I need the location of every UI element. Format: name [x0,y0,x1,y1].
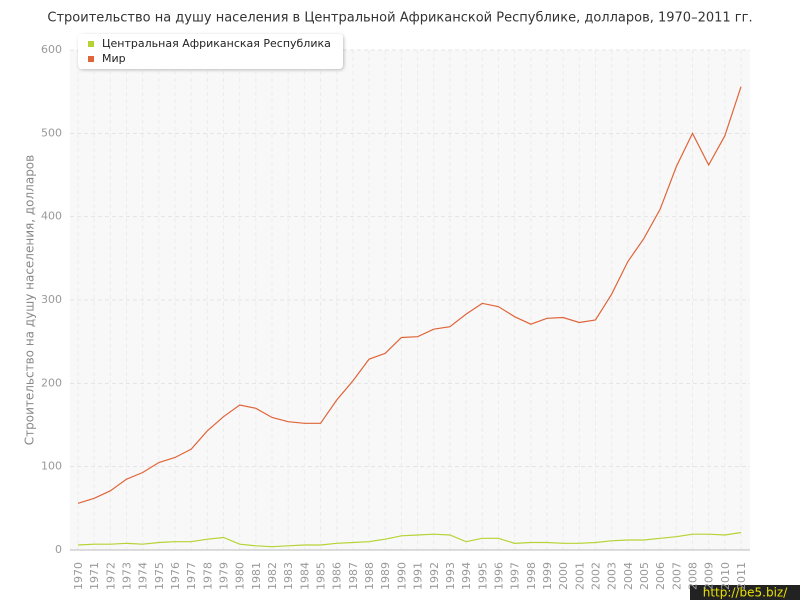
x-tick-label: 1984 [298,562,311,590]
x-tick-label: 2003 [606,562,619,590]
x-tick-label: 2005 [638,562,651,590]
x-tick-label: 2009 [703,562,716,590]
series-line [77,531,742,548]
x-tick-label: 1995 [476,562,489,590]
x-tick-label: 1997 [509,562,522,590]
x-tick-label: 1989 [379,562,392,590]
x-tick-label: 2011 [735,562,748,590]
x-tick-label: 2010 [719,562,732,590]
x-tick-label: 1996 [492,562,505,590]
x-tick-label: 1998 [525,562,538,590]
x-tick-label: 1970 [72,562,85,590]
x-tick-label: 1981 [250,562,263,590]
y-tick-label: 100 [41,460,62,473]
y-tick-label: 600 [41,43,62,56]
x-tick-label: 1992 [428,562,441,590]
x-tick-label: 1986 [331,562,344,590]
x-tick-label: 2007 [670,562,683,590]
x-tick-label: 1991 [412,562,425,590]
legend-label: Центральная Африканская Республика [102,37,331,50]
x-tick-label: 1999 [541,562,554,590]
series-line [77,86,742,504]
x-tick-label: 1975 [153,562,166,590]
x-tick-label: 1973 [121,562,134,590]
x-tick-label: 1993 [444,562,457,590]
grid [70,49,750,550]
legend-box [78,34,343,69]
x-tick-label: 2006 [654,562,667,590]
x-tick-label: 1987 [347,562,360,590]
legend-swatch [88,56,94,62]
x-tick-label: 2004 [622,562,635,590]
x-tick-label: 1990 [395,562,408,590]
legend: Центральная Африканская Республика Мир [78,34,343,69]
x-tick-label: 1979 [218,562,231,590]
y-axis-label: Строительство на душу населения, долларо… [23,155,37,445]
y-tick-label: 500 [41,126,62,139]
x-tick-label: 2002 [589,562,602,590]
x-tick-label: 1980 [234,562,247,590]
x-tick-label: 1988 [363,562,376,590]
y-tick-label: 400 [41,210,62,223]
x-tick-label: 1983 [282,562,295,590]
x-tick-label: 1985 [315,562,328,590]
y-tick-label: 0 [55,543,62,556]
x-tick-label: 1974 [137,562,150,590]
x-tick-label: 1994 [460,562,473,590]
x-tick-label: 1977 [185,562,198,590]
chart-title: Строительство на душу населения в Центра… [47,11,752,26]
y-tick-label: 200 [41,376,62,389]
x-tick-label: 2000 [557,562,570,590]
watermark-bg [690,585,800,600]
x-tick-label: 2001 [573,562,586,590]
watermark: http://be5.biz/ [703,586,788,600]
x-tick-label: 1982 [266,562,279,590]
x-tick-label: 2008 [686,562,699,590]
y-tick-label: 300 [41,293,62,306]
x-tick-label: 1976 [169,562,182,590]
x-tick-label: 1972 [104,562,117,590]
x-tick-label: 1971 [88,562,101,590]
lines [77,86,742,548]
x-tick-label: 1978 [201,562,214,590]
legend-swatch [88,41,94,47]
legend-label: Мир [102,52,126,65]
